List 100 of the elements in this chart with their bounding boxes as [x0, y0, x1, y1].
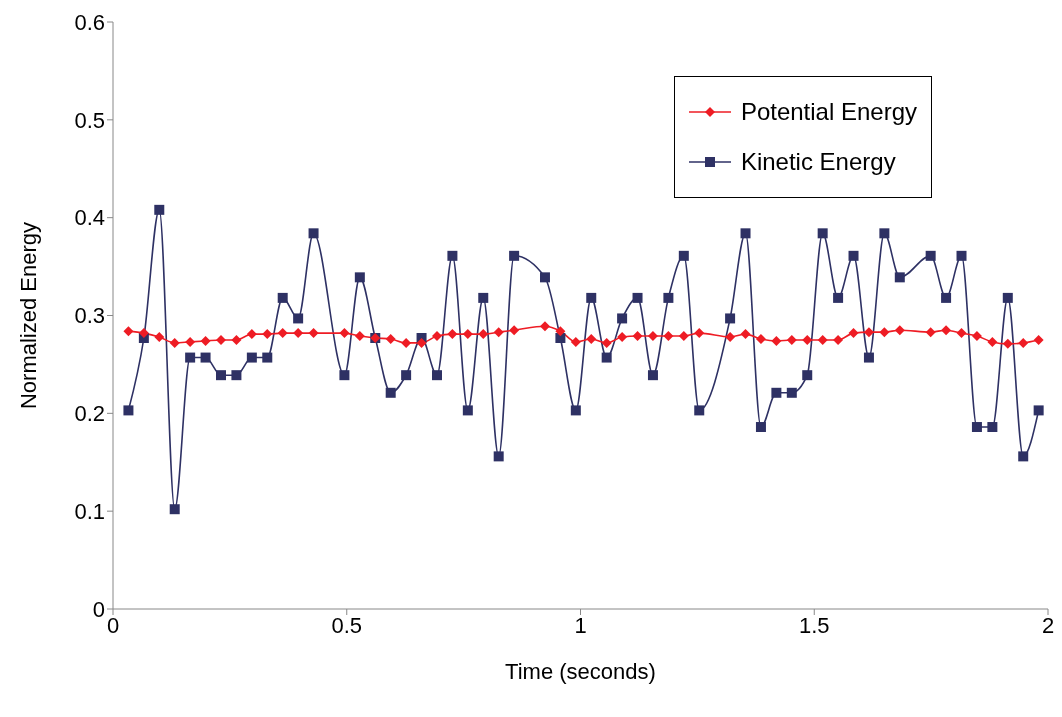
point — [786, 334, 797, 345]
point — [308, 328, 319, 339]
legend-label: Potential Energy — [740, 98, 917, 126]
point — [586, 333, 597, 344]
point — [848, 328, 859, 339]
point — [185, 352, 196, 363]
point — [385, 333, 396, 344]
point — [215, 334, 226, 345]
point — [586, 292, 597, 303]
point — [956, 328, 967, 339]
point — [570, 405, 581, 416]
point — [123, 326, 134, 337]
point — [293, 328, 304, 339]
point — [555, 333, 566, 343]
y-tick-label: 0.1 — [74, 498, 105, 524]
point — [1002, 338, 1013, 349]
point — [678, 331, 689, 342]
point — [246, 329, 257, 340]
point — [401, 337, 412, 348]
point — [493, 451, 504, 462]
point — [138, 328, 149, 339]
point — [1033, 334, 1044, 345]
x-axis-title: Time (seconds) — [505, 659, 656, 684]
y-tick-label: 0.3 — [74, 303, 105, 329]
point — [277, 292, 288, 303]
point — [617, 332, 628, 343]
point — [802, 334, 813, 345]
point — [817, 228, 828, 239]
point — [817, 334, 828, 345]
point — [833, 292, 844, 303]
point — [493, 327, 504, 338]
point — [956, 250, 967, 261]
y-tick-label: 0.5 — [74, 107, 105, 133]
point — [555, 326, 566, 337]
point — [200, 335, 211, 346]
point — [647, 370, 658, 381]
point — [401, 370, 412, 381]
point — [617, 313, 628, 324]
x-tick-label: 1.5 — [798, 612, 830, 638]
point — [509, 325, 520, 336]
point — [647, 331, 658, 342]
point — [971, 422, 982, 433]
point — [447, 250, 458, 261]
point — [1018, 451, 1029, 462]
point — [879, 228, 890, 239]
point — [941, 292, 952, 303]
point — [632, 331, 643, 342]
point — [447, 329, 458, 340]
y-tick-label: 0.6 — [74, 9, 105, 35]
point — [185, 336, 196, 347]
point — [694, 405, 705, 416]
point — [863, 327, 874, 338]
point — [725, 332, 736, 343]
point — [354, 272, 365, 283]
point — [431, 331, 442, 342]
point — [478, 329, 489, 340]
point — [509, 250, 520, 261]
y-tick-label: 0.4 — [74, 205, 105, 231]
point — [971, 331, 982, 342]
point — [154, 204, 165, 215]
y-axis-title: Normalized Energy — [15, 221, 41, 410]
point — [354, 331, 365, 342]
point — [462, 329, 473, 340]
point — [802, 370, 813, 381]
point — [169, 337, 180, 348]
point — [740, 228, 751, 239]
point — [277, 328, 288, 339]
point — [755, 333, 766, 344]
point — [833, 334, 844, 345]
point — [1033, 405, 1044, 416]
point — [694, 328, 705, 339]
point — [262, 329, 273, 340]
point — [246, 352, 257, 363]
point — [725, 313, 736, 324]
x-tick-label: 1 — [574, 612, 587, 638]
point — [601, 337, 612, 348]
point — [215, 370, 226, 381]
y-tick-label: 0 — [92, 596, 105, 622]
point — [771, 387, 782, 398]
point — [385, 387, 396, 398]
point — [462, 405, 473, 416]
point — [123, 405, 134, 416]
point — [848, 250, 859, 261]
point — [925, 327, 936, 338]
point — [941, 325, 952, 336]
y-tick-label: 0.2 — [74, 401, 105, 427]
x-tick-label: 2 — [1041, 612, 1055, 638]
point — [231, 334, 242, 345]
point — [632, 292, 643, 303]
point — [478, 292, 489, 303]
point — [231, 370, 242, 381]
point — [987, 422, 998, 433]
point — [894, 325, 905, 336]
point — [894, 272, 905, 283]
point — [154, 332, 165, 343]
legend-label: Kinetic Energy — [740, 148, 896, 176]
point — [539, 321, 550, 332]
point — [539, 272, 550, 283]
point — [663, 331, 674, 342]
point — [339, 328, 350, 339]
